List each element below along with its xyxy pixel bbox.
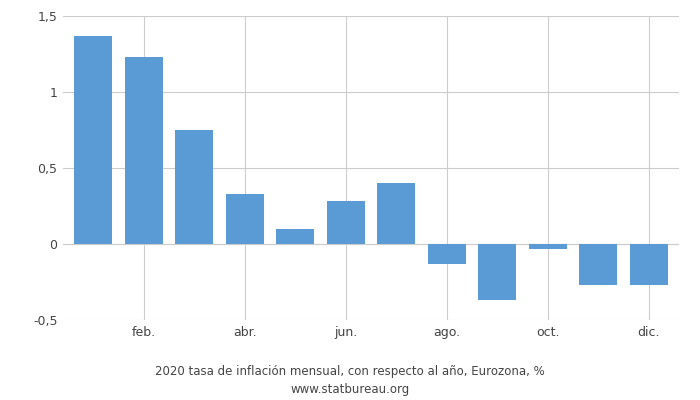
Bar [630, 244, 668, 285]
Text: 2020 tasa de inflación mensual, con respecto al año, Eurozona, %
www.statbureau.: 2020 tasa de inflación mensual, con resp… [155, 365, 545, 396]
Bar [175, 130, 214, 244]
Bar [528, 244, 567, 248]
Bar [125, 57, 162, 244]
Bar [580, 244, 617, 285]
Bar [226, 194, 264, 244]
Bar [478, 244, 516, 300]
Bar [327, 202, 365, 244]
Bar [74, 36, 112, 244]
Bar [276, 229, 314, 244]
Bar [377, 183, 415, 244]
Bar [428, 244, 466, 264]
